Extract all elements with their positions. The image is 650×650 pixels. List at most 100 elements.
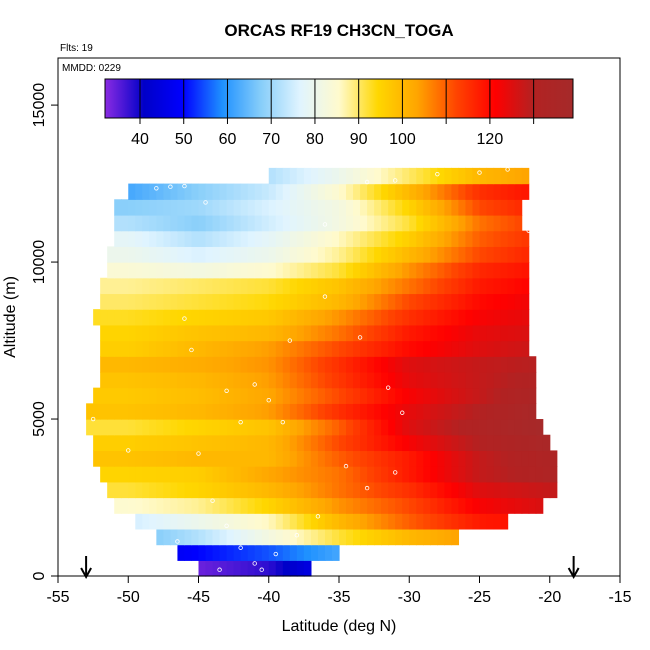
heatmap-cell <box>395 371 403 389</box>
heatmap-cell <box>500 387 509 404</box>
heatmap-cell <box>486 419 495 436</box>
heatmap-cell <box>135 450 143 467</box>
heatmap-cell <box>331 199 340 216</box>
heatmap-cell <box>430 199 438 216</box>
heatmap-cell <box>184 403 193 420</box>
heatmap-cell <box>430 387 438 404</box>
heatmap-cell <box>142 340 150 357</box>
heatmap-cell <box>275 293 284 310</box>
heatmap-cell <box>275 230 284 247</box>
heatmap-cell <box>219 371 228 389</box>
heatmap-cell <box>261 403 270 420</box>
heatmap-cell <box>353 356 361 373</box>
heatmap-cell <box>360 277 368 295</box>
heatmap-cell <box>310 481 319 499</box>
heatmap-cell <box>149 356 157 373</box>
heatmap-cell <box>184 513 193 530</box>
heatmap-cell <box>184 466 193 483</box>
heatmap-cell <box>170 199 179 216</box>
heatmap-cell <box>114 450 122 467</box>
heatmap-cell <box>331 262 340 279</box>
heatmap-cell <box>451 309 460 326</box>
heatmap-cell <box>409 497 417 514</box>
heatmap-cell <box>465 419 474 436</box>
heatmap-cell <box>472 434 481 452</box>
heatmap-cell <box>296 277 305 295</box>
sample-point <box>175 539 180 544</box>
heatmap-cell <box>472 324 481 342</box>
heatmap-cell <box>331 309 340 326</box>
heatmap-cell <box>416 481 424 499</box>
heatmap-cell <box>268 199 277 216</box>
heatmap-cell <box>324 513 333 530</box>
heatmap-cell <box>479 450 488 467</box>
heatmap-cell <box>191 497 200 514</box>
heatmap-cell <box>374 230 382 247</box>
heatmap-cell <box>114 309 122 326</box>
heatmap-cell <box>437 513 445 530</box>
heatmap-cell <box>493 466 502 483</box>
heatmap-cell <box>226 419 235 436</box>
heatmap-cell <box>212 183 221 200</box>
heatmap-cell <box>177 340 186 357</box>
heatmap-cell <box>416 214 424 232</box>
heatmap-cell <box>395 528 403 546</box>
heatmap-cell <box>135 434 143 452</box>
heatmap-cell <box>324 371 333 389</box>
heatmap-cell <box>275 466 284 483</box>
heatmap-cell <box>233 544 242 561</box>
heatmap-cell <box>339 262 347 279</box>
heatmap-cell <box>191 246 200 263</box>
heatmap-cell <box>500 450 509 467</box>
heatmap-cell <box>247 277 256 295</box>
heatmap-cell <box>367 466 375 483</box>
heatmap-cell <box>205 497 214 514</box>
heatmap-cell <box>191 309 200 326</box>
heatmap-cell <box>360 466 368 483</box>
heatmap-cell <box>184 246 193 263</box>
heatmap-cell <box>528 356 537 373</box>
heatmap-cell <box>465 277 474 295</box>
heatmap-cell <box>128 481 136 499</box>
heatmap-cell <box>479 309 488 326</box>
heatmap-cell <box>135 356 143 373</box>
heatmap-cell <box>226 560 235 577</box>
heatmap-cell <box>423 183 431 200</box>
heatmap-cell <box>381 293 389 310</box>
heatmap-cell <box>121 340 129 357</box>
heatmap-cell <box>261 199 270 216</box>
sample-point <box>322 567 328 572</box>
heatmap-cell <box>507 466 516 483</box>
heatmap-cell <box>247 183 256 200</box>
heatmap-cell <box>437 293 445 310</box>
heatmap-cell <box>458 497 467 514</box>
heatmap-cell <box>205 403 214 420</box>
heatmap-cell <box>317 528 326 546</box>
heatmap-cell <box>367 230 375 247</box>
heatmap-cell <box>360 450 368 467</box>
heatmap-cell <box>240 262 249 279</box>
heatmap-cell <box>205 277 214 295</box>
heatmap-cell <box>374 199 382 216</box>
heatmap-cell <box>191 230 200 247</box>
heatmap-cell <box>395 340 403 357</box>
heatmap-cell <box>240 214 249 232</box>
heatmap-cell <box>367 214 375 232</box>
heatmap-cell <box>100 293 108 310</box>
heatmap-cell <box>430 214 438 232</box>
heatmap-cell <box>486 450 495 467</box>
heatmap-cell <box>346 199 354 216</box>
chart-title: ORCAS RF19 CH3CN_TOGA <box>224 21 453 40</box>
heatmap-cell <box>107 403 115 420</box>
heatmap-cell <box>451 340 460 357</box>
heatmap-cell <box>142 262 150 279</box>
heatmap-cell <box>381 277 389 295</box>
heatmap-cell <box>303 183 312 200</box>
heatmap-cell <box>226 340 235 357</box>
heatmap-cell <box>240 466 249 483</box>
heatmap-cell <box>521 167 530 185</box>
heatmap-cell <box>261 356 270 373</box>
heatmap-cell <box>416 387 424 404</box>
heatmap-cell <box>247 293 256 310</box>
heatmap-cell <box>275 434 284 452</box>
